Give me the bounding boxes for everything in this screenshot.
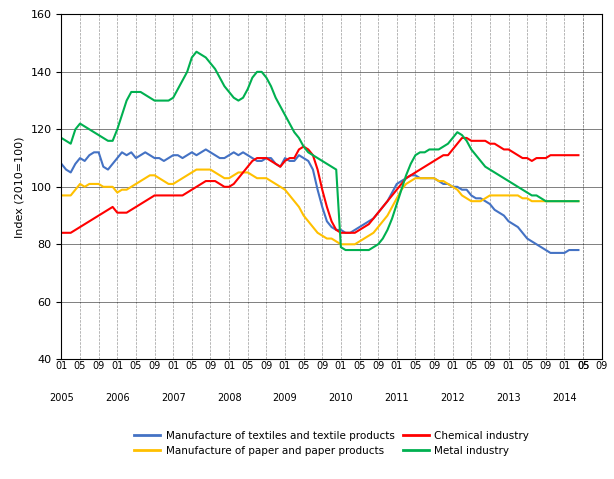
Text: 2010: 2010 [328,393,353,402]
Text: 2011: 2011 [384,393,409,402]
Text: 2013: 2013 [496,393,521,402]
Text: 2014: 2014 [552,393,577,402]
Y-axis label: Index (2010=100): Index (2010=100) [15,136,25,238]
Text: 2005: 2005 [49,393,74,402]
Text: 2007: 2007 [161,393,185,402]
Legend: Manufacture of textiles and textile products, Manufacture of paper and paper pro: Manufacture of textiles and textile prod… [130,426,533,460]
Text: 2009: 2009 [273,393,297,402]
Text: 2008: 2008 [217,393,241,402]
Text: 2012: 2012 [440,393,465,402]
Text: 2006: 2006 [105,393,130,402]
